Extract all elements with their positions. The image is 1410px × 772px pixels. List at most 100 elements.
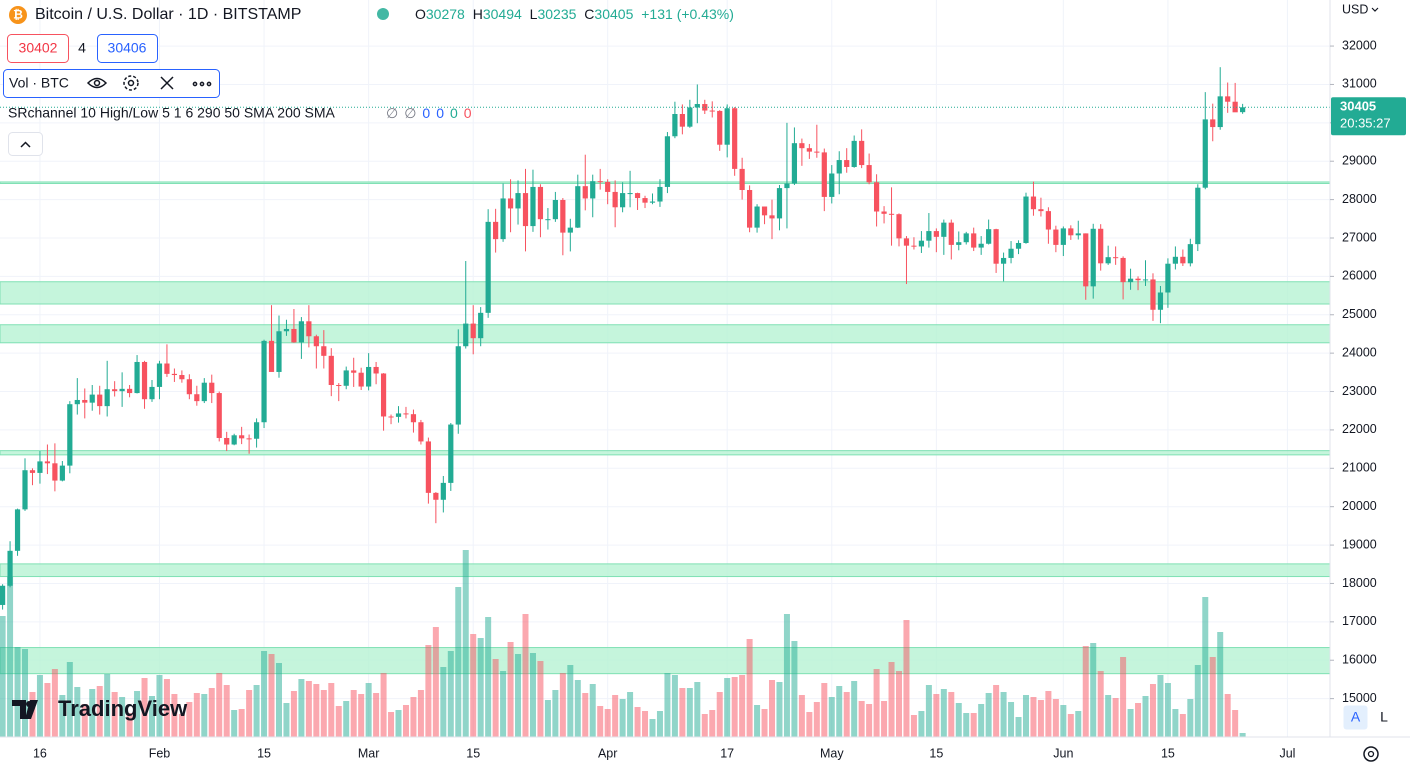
candle-body: [1068, 228, 1074, 236]
settings-button[interactable]: [1363, 746, 1379, 762]
candle-body: [149, 386, 155, 400]
candle-body: [761, 206, 768, 216]
volume-bar: [246, 690, 253, 737]
volume-bar: [754, 705, 761, 737]
market-status[interactable]: [377, 8, 389, 20]
volume-bar: [410, 697, 417, 737]
volume-bar: [66, 662, 73, 737]
candle-body: [597, 181, 603, 183]
volume-bar: [858, 701, 865, 737]
more-dot[interactable]: [199, 81, 205, 87]
volume-bar: [402, 705, 409, 737]
volume-bar: [485, 617, 492, 737]
volume-bar: [731, 677, 738, 737]
candle-body: [268, 340, 275, 372]
candle-body: [948, 222, 954, 245]
volume-bar: [716, 692, 723, 737]
candle-body: [776, 188, 783, 219]
change: +131: [641, 6, 673, 22]
candle-body: [261, 340, 267, 423]
candle-body: [201, 382, 207, 402]
candle-body: [1225, 96, 1231, 102]
candle-body: [1113, 257, 1119, 259]
ohlc-letter: O: [415, 6, 426, 22]
candle-body: [590, 181, 596, 199]
eye-icon[interactable]: [86, 77, 108, 89]
candle-body: [582, 186, 588, 199]
y-tick-label: 17000: [1342, 614, 1377, 628]
x-tick-label: Feb: [149, 746, 171, 760]
volume-bar: [589, 684, 596, 737]
candle-body: [74, 399, 80, 405]
countdown: 20:35:27: [1340, 116, 1391, 131]
volume-bar: [881, 701, 888, 737]
spread: 4: [78, 40, 86, 56]
auto-scale-button[interactable]: [1343, 705, 1368, 730]
candle-body: [440, 482, 446, 500]
volume-bar: [14, 647, 21, 737]
volume-bar: [365, 683, 372, 737]
candle-body: [739, 168, 745, 191]
candle-body: [612, 191, 618, 208]
volume-bar: [380, 673, 387, 737]
candle-body: [493, 221, 499, 240]
volume-bar: [253, 685, 260, 737]
volume-bar: [1232, 710, 1239, 737]
candle-body: [485, 221, 491, 313]
volume-bar: [388, 712, 395, 737]
volume-bar: [328, 683, 335, 737]
volume-bar: [656, 711, 663, 737]
candle-body: [1135, 278, 1141, 281]
legend-icons[interactable]: [86, 75, 212, 91]
volume-bar: [163, 679, 170, 737]
candle-body: [156, 363, 163, 387]
candle-body: [1053, 229, 1059, 245]
ask-price: 30406: [108, 40, 147, 56]
candle-body: [1210, 119, 1216, 128]
candle-body: [754, 206, 760, 228]
sr-zone: [0, 563, 1331, 578]
candle-body: [500, 198, 506, 240]
tv-logo-dot: [26, 701, 32, 707]
currency[interactable]: USD: [1342, 2, 1368, 16]
log-scale-label[interactable]: L: [1380, 709, 1388, 725]
volume-bar: [208, 688, 215, 737]
x-tick-label: Mar: [358, 746, 380, 760]
volume-bar: [798, 695, 805, 737]
candle-body: [97, 394, 103, 407]
collapse-button[interactable]: [8, 132, 43, 156]
candle-body: [1038, 209, 1044, 212]
candle-body: [956, 242, 962, 245]
volume-bar: [1149, 684, 1156, 737]
candle-body: [814, 151, 820, 153]
volume-bar: [0, 616, 6, 737]
more-dot[interactable]: [192, 81, 198, 87]
volume-bar: [843, 692, 850, 737]
candle-body: [82, 399, 88, 403]
candle-body: [575, 186, 581, 228]
candle-body: [291, 328, 297, 343]
candle-body: [126, 388, 133, 394]
candle-body: [366, 366, 372, 387]
candle-body: [888, 213, 895, 215]
srchannel-values: ∅ ∅ 0 0 0 0: [386, 105, 472, 121]
y-tick-label: 26000: [1342, 269, 1377, 283]
candle-body: [806, 148, 812, 152]
candle-body: [343, 370, 349, 386]
volume-legend-box[interactable]: [3, 69, 220, 98]
settings-icon[interactable]: [123, 75, 139, 91]
y-tick-label: 28000: [1342, 192, 1377, 206]
volume-bar: [746, 639, 753, 737]
volume-bar: [813, 702, 820, 737]
remove-icon[interactable]: [160, 76, 174, 90]
ask-box[interactable]: [97, 34, 158, 63]
volume-bar: [1037, 700, 1044, 737]
more-dot[interactable]: [206, 81, 212, 87]
candle-body: [224, 437, 230, 445]
volume-bar: [470, 634, 477, 737]
y-tick-label: 29000: [1342, 154, 1377, 168]
x-tick-label: 16: [33, 746, 47, 760]
volume-bar: [970, 713, 977, 737]
volume-bar: [156, 675, 163, 737]
bid-box[interactable]: [7, 34, 69, 63]
